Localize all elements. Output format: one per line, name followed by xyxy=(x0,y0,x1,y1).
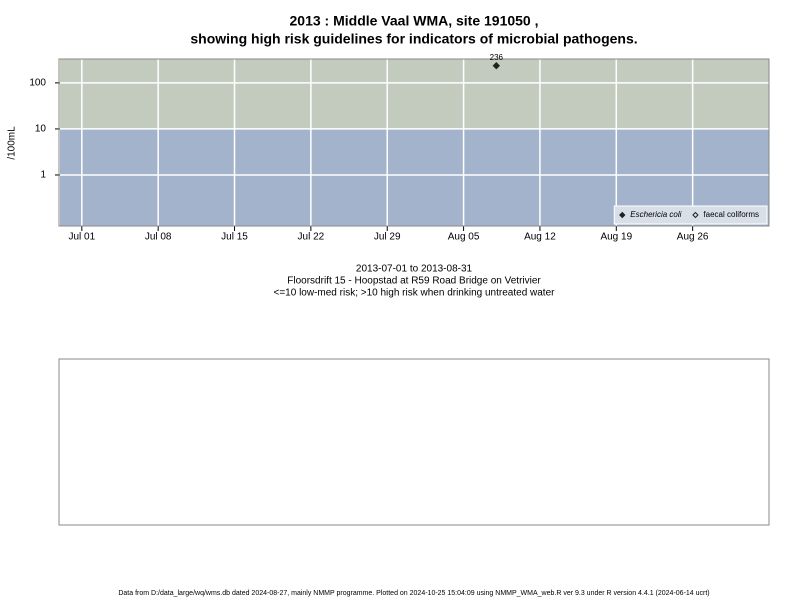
x-tick-label: Jul 22 xyxy=(298,232,325,243)
data-point xyxy=(492,61,501,70)
y-tick-label: 1 xyxy=(40,170,46,181)
note: 2013-07-01 to 2013-08-31 xyxy=(356,264,473,275)
x-tick-label: Aug 19 xyxy=(600,232,632,243)
x-tick-label: Jul 15 xyxy=(221,232,248,243)
x-tick-label: Jul 29 xyxy=(374,232,401,243)
legend: Eschericia coli faecal coliforms xyxy=(613,205,768,225)
y-tick-label: 10 xyxy=(35,124,47,135)
legend-box xyxy=(613,205,768,225)
legend-label: Eschericia coli xyxy=(630,210,681,219)
chart-title: 2013 : Middle Vaal WMA, site 191050 , xyxy=(290,13,539,29)
x-tick-label: Jul 08 xyxy=(145,232,172,243)
note: Floorsdrift 15 - Hoopstad at R59 Road Br… xyxy=(287,276,541,287)
empty-panel xyxy=(58,358,770,526)
data-label: 236 xyxy=(490,53,504,62)
high-risk-band xyxy=(60,59,769,129)
legend-marker xyxy=(692,211,699,219)
footer: Data from D:/data_large/wq/wms.db dated … xyxy=(118,590,709,597)
x-tick-label: Aug 05 xyxy=(448,232,480,243)
x-tick-label: Aug 26 xyxy=(677,232,709,243)
x-tick-label: Aug 12 xyxy=(524,232,556,243)
legend-marker xyxy=(619,211,626,219)
x-tick-label: Jul 01 xyxy=(68,232,95,243)
note: <=10 low-med risk; >10 high risk when dr… xyxy=(274,288,556,299)
legend-label: faecal coliforms xyxy=(703,210,759,219)
y-tick-label: 100 xyxy=(29,78,46,89)
chart-title: showing high risk guidelines for indicat… xyxy=(190,31,637,47)
y-axis-label: /100mL xyxy=(7,126,18,160)
plot-frame xyxy=(58,58,770,227)
